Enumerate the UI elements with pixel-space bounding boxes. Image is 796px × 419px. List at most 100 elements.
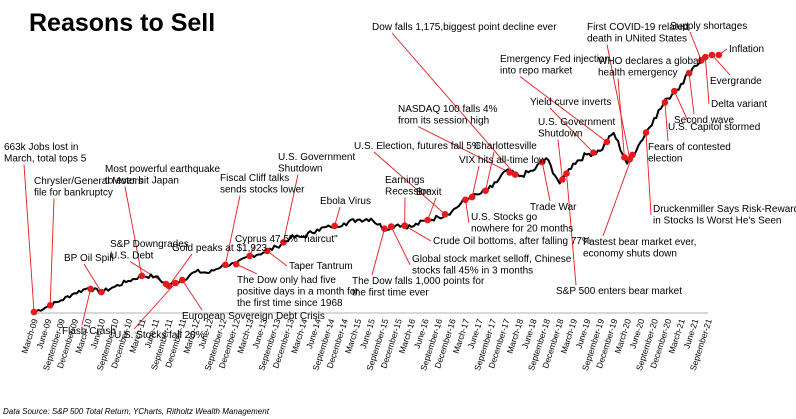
annotation-label: U.S. Government Shutdown xyxy=(278,152,355,175)
annotation-label: U.S. Election, futures fall 5% xyxy=(354,141,481,152)
event-marker xyxy=(621,154,628,161)
event-marker xyxy=(280,239,287,246)
annotation-leader-line xyxy=(23,164,35,313)
annotation-label: U.S. Stocks fall 20% xyxy=(114,330,205,341)
event-marker xyxy=(685,69,693,77)
annotation-label: NASDAQ 100 falls 4% from its session high xyxy=(398,104,498,127)
event-annotations: 663k Jobs lost in March, total tops 5 Chry… xyxy=(4,21,796,341)
annotation-label: Fiscal Cliff talks sends stocks lower xyxy=(220,173,305,196)
event-marker xyxy=(172,279,179,287)
annotation-leader-line xyxy=(49,198,55,306)
event-marker xyxy=(698,57,705,64)
event-marker xyxy=(387,223,395,230)
chart-title: Reasons to Sell xyxy=(29,9,215,37)
annotation-leader-line xyxy=(417,126,511,173)
event-marker xyxy=(381,225,388,232)
annotation-leader-line xyxy=(673,91,689,122)
annotation-leader-line xyxy=(664,102,669,142)
event-marker xyxy=(424,216,431,224)
annotation-label: Yield curve inverts xyxy=(530,97,611,108)
annotation-leader-line xyxy=(391,32,516,175)
event-marker xyxy=(603,138,611,146)
annotation-leader-line xyxy=(689,31,702,61)
annotation-label: BP Oil Spill xyxy=(64,253,114,264)
event-marker xyxy=(462,196,469,204)
annotation-label: WHO declares a global health emergency xyxy=(598,56,701,79)
annotation-label: Fastest bear market ever, economy shuts d… xyxy=(583,237,696,260)
annotation-label: 663k Jobs lost in March, total tops 5 xyxy=(4,142,87,165)
event-marker xyxy=(98,288,105,296)
annotation-leaders xyxy=(23,31,731,330)
annotation-label: U.S. Capitol stormed xyxy=(668,122,760,133)
event-marker xyxy=(506,169,514,176)
event-markers xyxy=(30,51,723,316)
event-marker xyxy=(165,282,173,290)
annotation-label: Second wave xyxy=(674,115,734,126)
annotation-label: Crude Oil bottoms, after falling 77% xyxy=(433,236,591,247)
annotation-label: Supply shortages xyxy=(670,21,747,32)
x-tick-labels: March-09June-09September-09December-09Ma… xyxy=(19,317,714,372)
event-marker xyxy=(511,171,519,178)
event-marker xyxy=(246,252,253,260)
annotation-label: Charlottesville xyxy=(474,141,537,152)
event-marker xyxy=(715,51,723,59)
event-marker xyxy=(30,308,38,316)
annotation-label: U.S. Government Shutdown xyxy=(538,117,615,140)
annotation-label: First COVID-19 related death in UNited St… xyxy=(587,22,689,45)
annotation-leader-line xyxy=(266,250,288,267)
annotation-label: Gold peaks at $1,923 xyxy=(172,243,268,254)
annotation-leader-line xyxy=(168,253,193,287)
annotation-leader-line xyxy=(224,195,241,265)
event-marker xyxy=(590,149,597,156)
annotation-leader-line xyxy=(688,73,695,115)
annotation-label: The Dow only had five positive days in a … xyxy=(237,275,359,309)
event-marker xyxy=(46,302,54,309)
annotation-label: VIX hits all-time low xyxy=(459,155,547,166)
event-marker xyxy=(138,272,146,280)
annotation-leader-line xyxy=(711,54,731,76)
event-marker xyxy=(708,51,716,59)
event-marker xyxy=(331,222,338,230)
event-marker xyxy=(179,276,186,284)
annotation-label: S&P Downgrades U.S. Debt xyxy=(110,239,189,262)
annotation-leader-line xyxy=(124,186,143,276)
annotation-label: Druckenmiller Says Risk-Reward in Stocks … xyxy=(653,204,796,227)
annotation-leader-line xyxy=(602,154,633,237)
annotation-label: Inflation xyxy=(729,44,764,55)
annotation-leader-line xyxy=(81,288,92,326)
data-source-note: Data Source: S&P 500 Total Return, YChar… xyxy=(3,407,270,416)
annotation-label: The Dow falls 1,000 points for the first … xyxy=(352,276,485,299)
annotation-label: Earnings Recession xyxy=(385,175,432,198)
event-marker xyxy=(559,176,566,183)
annotation-leader-line xyxy=(390,226,411,265)
annotation-leader-line xyxy=(404,225,432,242)
annotation-leader-line xyxy=(645,132,652,215)
annotation-label: U.S. Stocks go nowhere for 20 months xyxy=(471,212,573,235)
annotation-leader-line xyxy=(519,76,608,143)
annotation-label: European Sovereign Debt Crisis xyxy=(182,311,325,322)
annotation-leader-line xyxy=(704,57,710,105)
annotation-leader-line xyxy=(83,263,102,293)
annotation-leader-line xyxy=(617,78,625,158)
event-marker xyxy=(401,222,409,229)
annotation-label: Evergrande xyxy=(710,76,762,87)
annotation-leader-line xyxy=(236,263,258,275)
annotation-label: Brexit xyxy=(416,187,442,198)
event-marker xyxy=(441,211,449,218)
annotation-leader-line xyxy=(427,197,437,221)
event-marker xyxy=(629,151,636,159)
event-marker xyxy=(87,285,94,293)
event-marker xyxy=(671,87,678,95)
event-marker xyxy=(263,247,271,255)
event-marker xyxy=(222,261,229,269)
event-marker xyxy=(468,193,476,201)
event-marker xyxy=(538,158,546,166)
event-marker xyxy=(563,170,570,177)
annotation-label: Most powerful earthquake to ever hit Japa… xyxy=(105,164,221,187)
event-marker xyxy=(642,129,650,136)
annotation-leader-line xyxy=(181,279,203,311)
annotation-label: Delta variant xyxy=(711,99,767,110)
annotation-leader-line xyxy=(566,173,577,286)
annotation-label: Chrysler/General Motors file for bankrupt… xyxy=(34,176,143,199)
annotation-label: Ebola Virus xyxy=(320,196,371,207)
